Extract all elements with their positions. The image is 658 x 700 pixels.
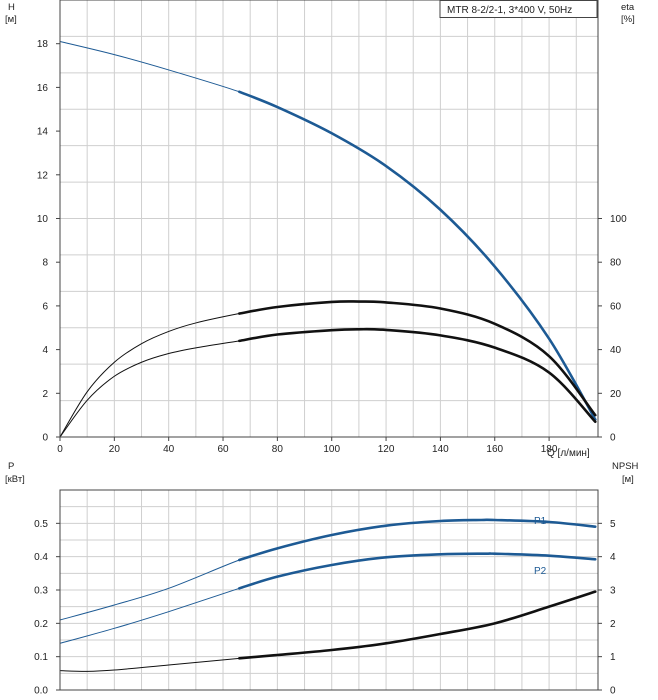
bottom-left-tick-label: 0.1: [34, 652, 48, 663]
top-right-tick-label: 0: [610, 433, 616, 444]
q-axis-label: Q [л/мин]: [547, 448, 590, 459]
bottom-left-tick-label: 0.0: [34, 686, 48, 697]
p1-curve-operating-range: [238, 518, 597, 562]
top-right-tick-label: 100: [610, 214, 627, 225]
bottom-right-tick-label: 0: [610, 686, 616, 697]
x-tick-label: 140: [432, 444, 449, 455]
p-axis-unit: [кВт]: [5, 474, 25, 485]
top-chart-grid: [60, 0, 598, 437]
top-left-tick-label: 8: [42, 258, 48, 269]
legend-text: MTR 8-2/2-1, 3*400 V, 50Hz: [447, 5, 572, 16]
top-left-tick-label: 0: [42, 433, 48, 444]
bottom-right-tick-label: 4: [610, 552, 616, 563]
x-tick-label: 60: [217, 444, 229, 455]
top-series-2-curve-thin: [59, 328, 596, 438]
eta-axis-label: eta: [621, 2, 635, 13]
x-tick-label: 20: [109, 444, 121, 455]
series-label-p2: P2: [534, 566, 547, 577]
bottom-series-2-curve-operating-range: [238, 590, 597, 660]
top-left-tick-label: 16: [37, 83, 49, 94]
x-tick-label: 40: [163, 444, 175, 455]
bottom-right-tick-label: 5: [610, 519, 616, 530]
legend-box: [439, 0, 598, 18]
x-tick-label: 100: [323, 444, 340, 455]
h-axis-unit: [м]: [5, 14, 17, 25]
top-left-tick-label: 4: [42, 345, 48, 356]
p2-curve-operating-range: [238, 552, 597, 590]
bottom-chart-grid: [60, 490, 598, 690]
bottom-series-2-curve-thin: [59, 591, 596, 672]
top-series-2-curve-operating-range: [238, 327, 597, 423]
bottom-right-tick-label: 3: [610, 586, 616, 597]
top-plot-frame: [59, 0, 599, 438]
x-tick-label: 160: [486, 444, 503, 455]
bottom-right-tick-label: 2: [610, 619, 616, 630]
top-left-tick-label: 2: [42, 389, 48, 400]
x-tick-label: 0: [57, 444, 63, 455]
bottom-left-tick-label: 0.4: [34, 552, 48, 563]
h-axis-label: H: [8, 2, 15, 13]
top-left-tick-label: 12: [37, 170, 49, 181]
top-left-tick-label: 6: [42, 301, 48, 312]
npsh-axis-unit: [м]: [622, 474, 634, 485]
top-left-tick-label: 18: [37, 39, 49, 50]
x-tick-label: 180: [541, 444, 558, 455]
top-left-tick-label: 10: [37, 214, 49, 225]
eta-axis-unit: [%]: [621, 14, 635, 25]
series-label-p1: P1: [534, 516, 547, 527]
top-series-1-curve-thin: [59, 300, 596, 438]
x-tick-label: 120: [378, 444, 395, 455]
top-right-tick-label: 40: [610, 345, 622, 356]
npsh-axis-label: NPSH: [612, 461, 639, 472]
curves: [59, 41, 597, 672]
top-right-tick-label: 20: [610, 389, 622, 400]
bottom-left-tick-label: 0.5: [34, 519, 48, 530]
top-series-0-curve-operating-range: [238, 90, 597, 421]
bottom-left-tick-label: 0.3: [34, 586, 48, 597]
p-axis-label: P: [8, 461, 14, 472]
bottom-left-tick-label: 0.2: [34, 619, 48, 630]
top-series-1-curve-operating-range: [238, 300, 597, 417]
bottom-right-tick-label: 1: [610, 652, 616, 663]
top-left-tick-label: 14: [37, 127, 49, 138]
top-right-tick-label: 80: [610, 258, 622, 269]
x-tick-label: 80: [272, 444, 284, 455]
bottom-plot-frame: [59, 489, 599, 691]
top-right-tick-label: 60: [610, 301, 622, 312]
